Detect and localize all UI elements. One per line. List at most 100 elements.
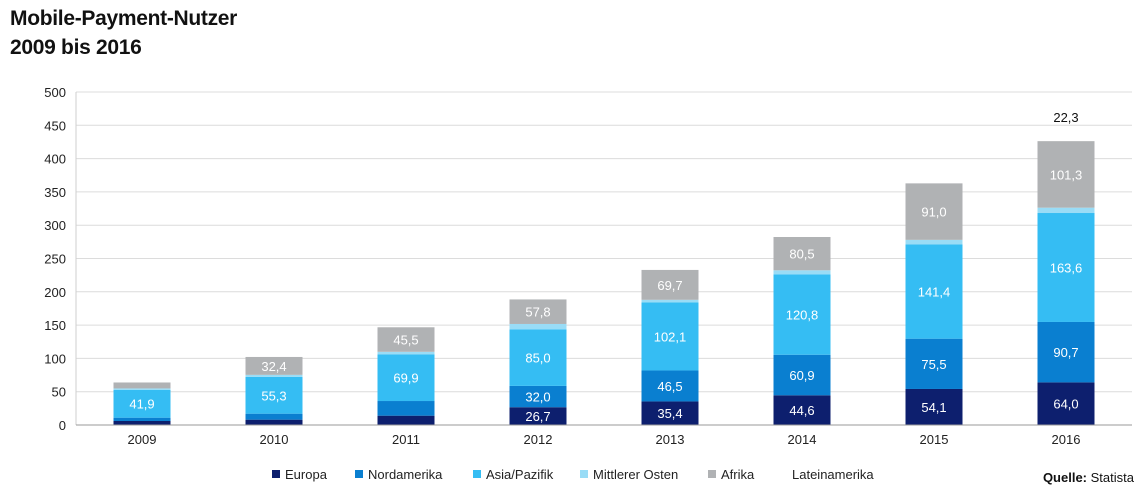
data-label: 90,7: [1053, 345, 1078, 360]
y-tick-label: 350: [44, 185, 66, 200]
data-label: 80,5: [789, 247, 814, 262]
bar-segment-nordamerika: [905, 338, 963, 389]
legend-label: Asia/Pazifik: [486, 467, 554, 482]
bar-segment-lateinamerika: [509, 297, 567, 300]
legend-label: Lateinamerika: [792, 467, 874, 482]
legend-label: Afrika: [721, 467, 755, 482]
data-label: 32,0: [525, 390, 550, 405]
source-label: Quelle:: [1042, 470, 1088, 485]
data-label: 57,8: [525, 305, 550, 320]
data-label: 163,6: [1050, 260, 1083, 275]
bar-segment-mittlerer-osten: [377, 351, 435, 355]
x-tick-label: 2010: [260, 432, 289, 447]
data-label: 26,7: [525, 409, 550, 424]
bar-segment-mittlerer-osten: [641, 299, 699, 303]
y-tick-label: 50: [52, 385, 66, 400]
bar-segment-europa: [773, 395, 831, 425]
data-label: 44,6: [789, 403, 814, 418]
data-label: 69,9: [393, 371, 418, 386]
bar-segment-nordamerika: [113, 417, 171, 422]
source-value: Statista: [1090, 470, 1134, 485]
data-label: 60,9: [789, 368, 814, 383]
legend-swatch: [473, 470, 481, 478]
bar-segment-asia-pazifik: [773, 274, 831, 355]
bar-segment-europa: [377, 415, 435, 425]
x-tick-label: 2011: [392, 432, 420, 447]
bar-segment-europa: [245, 419, 303, 425]
bar-segment-asia-pazifik: [113, 389, 171, 418]
data-label: 141,4: [918, 285, 951, 300]
bar-segment-lateinamerika: [773, 233, 831, 237]
legend-swatch: [778, 469, 788, 479]
bar-segment-nordamerika: [245, 413, 303, 420]
y-tick-label: 500: [44, 85, 66, 100]
legend-label: Europa: [285, 467, 328, 482]
legend-label: Mittlerer Osten: [593, 467, 678, 482]
bar-segment-europa: [509, 407, 567, 425]
bar-segment-afrika: [509, 299, 567, 324]
source-note: Quelle: Statista: [1043, 470, 1134, 485]
chart-title: Mobile-Payment-Nutzer: [10, 7, 238, 30]
y-tick-label: 250: [44, 252, 66, 267]
bar-segment-europa: [113, 421, 171, 425]
bar-segment-nordamerika: [377, 401, 435, 416]
data-label: 102,1: [654, 329, 687, 344]
data-label: 91,0: [921, 205, 946, 220]
bar-segment-mittlerer-osten: [509, 323, 567, 330]
data-label: 85,0: [525, 351, 550, 366]
bar-segment-lateinamerika: [1037, 126, 1095, 142]
data-label: 64,0: [1053, 397, 1078, 412]
bar-segment-lateinamerika: [377, 325, 435, 328]
data-label: 32,4: [261, 359, 286, 374]
bar-segment-mittlerer-osten: [773, 270, 831, 275]
bar-segment-mittlerer-osten: [1037, 207, 1095, 214]
bar-segment-afrika: [773, 236, 831, 271]
legend-swatch: [355, 470, 363, 478]
bar-segment-asia-pazifik: [905, 244, 963, 339]
bar-segment-europa: [641, 401, 699, 425]
x-tick-label: 2015: [920, 432, 949, 447]
y-tick-label: 100: [44, 351, 66, 366]
bar-segment-afrika: [113, 382, 171, 389]
y-tick-label: 0: [59, 418, 66, 433]
bar-segment-europa: [1037, 382, 1095, 425]
x-tick-label: 2014: [788, 432, 817, 447]
bar-segment-europa: [905, 388, 963, 425]
bar-segment-asia-pazifik: [245, 376, 303, 414]
bar-segment-afrika: [1037, 141, 1095, 208]
y-tick-label: 300: [44, 218, 66, 233]
legend-label: Nordamerika: [368, 467, 443, 482]
data-label: 54,1: [921, 400, 946, 415]
chart-title-block: Mobile-Payment-Nutzer 2009 bis 2016: [10, 4, 237, 62]
bar-segment-afrika: [245, 356, 303, 375]
bar-segment-nordamerika: [641, 370, 699, 402]
x-tick-label: 2012: [524, 432, 553, 447]
bar-segment-lateinamerika: [905, 178, 963, 184]
bar-segment-afrika: [377, 327, 435, 352]
bar-segment-asia-pazifik: [641, 302, 699, 371]
bar-segment-lateinamerika: [245, 356, 303, 357]
x-tick-label: 2009: [128, 432, 157, 447]
data-label: 75,5: [921, 357, 946, 372]
y-tick-label: 400: [44, 152, 66, 167]
bar-segment-asia-pazifik: [1037, 213, 1095, 322]
bar-segment-asia-pazifik: [377, 354, 435, 402]
legend-swatch: [580, 470, 588, 478]
x-tick-label: 2013: [656, 432, 685, 447]
data-label: 22,3: [1053, 110, 1078, 125]
data-label: 69,7: [657, 278, 682, 293]
bar-segment-mittlerer-osten: [113, 388, 171, 390]
data-label: 35,4: [657, 406, 682, 421]
bar-segment-nordamerika: [773, 354, 831, 396]
data-label: 41,9: [129, 397, 154, 412]
bar-segment-asia-pazifik: [509, 329, 567, 386]
bar-segment-lateinamerika: [641, 267, 699, 270]
x-tick-label: 2016: [1052, 432, 1081, 447]
chart-subtitle: 2009 bis 2016: [10, 36, 142, 59]
data-label: 101,3: [1050, 167, 1083, 182]
legend-swatch: [708, 470, 716, 478]
bar-segment-afrika: [641, 269, 699, 300]
y-tick-label: 450: [44, 118, 66, 133]
bar-segment-mittlerer-osten: [905, 239, 963, 245]
